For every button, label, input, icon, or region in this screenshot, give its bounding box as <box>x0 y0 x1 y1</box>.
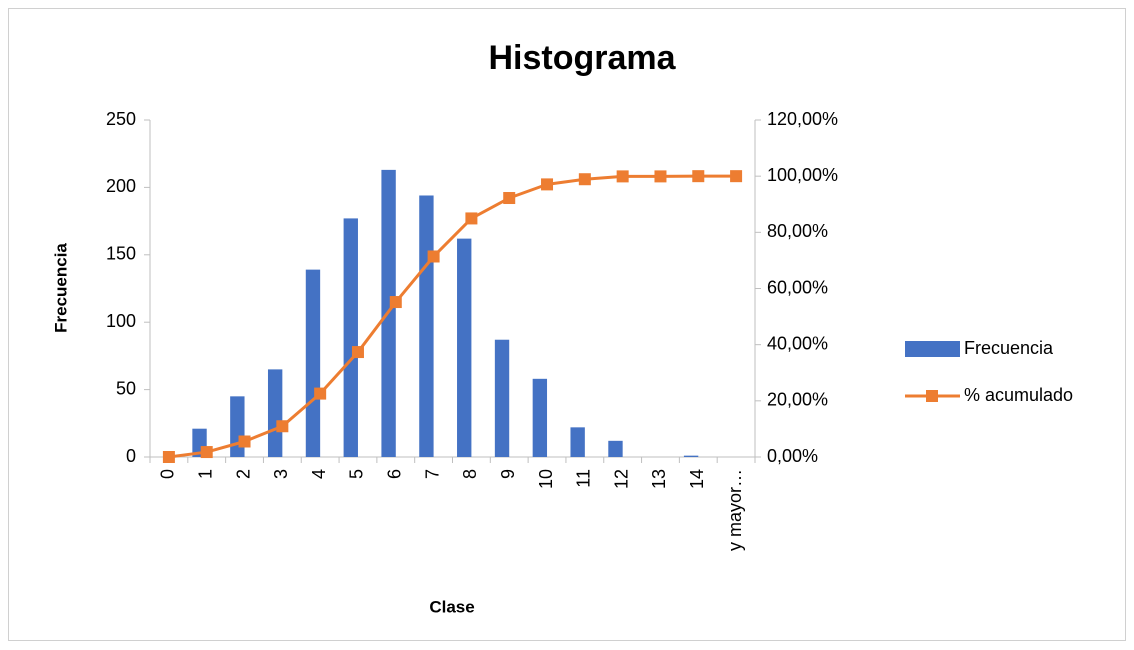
x-tick-label: 5 <box>347 469 367 479</box>
bar <box>305 269 321 457</box>
line-marker <box>654 170 667 183</box>
y2-tick-label: 100,00% <box>767 165 838 185</box>
x-tick-label: 9 <box>498 469 518 479</box>
x-tick-label: 12 <box>611 469 631 489</box>
legend-swatch-marker <box>926 390 938 402</box>
line-marker <box>162 451 175 463</box>
y2-tick-label: 60,00% <box>767 277 828 297</box>
bar <box>494 339 510 457</box>
chart-border <box>8 8 1126 641</box>
bar <box>267 369 283 457</box>
legend-label: Frecuencia <box>964 338 1054 358</box>
line-marker <box>314 387 327 400</box>
line <box>168 174 737 459</box>
bar <box>532 378 548 457</box>
x-tick-label: 1 <box>195 469 215 479</box>
y2-tick-label: 40,00% <box>767 333 828 353</box>
x-tick-label: 4 <box>309 469 329 479</box>
line-marker <box>427 250 440 263</box>
line-marker <box>389 296 402 309</box>
bar <box>419 195 434 457</box>
line-marker <box>465 212 478 225</box>
line-marker <box>578 173 591 186</box>
bar <box>343 218 358 457</box>
x-tick-label: 8 <box>460 469 480 479</box>
y2-tick-label: 80,00% <box>767 221 828 241</box>
legend-label: % acumulado <box>964 385 1073 405</box>
y-tick-label: 250 <box>106 109 136 129</box>
bar <box>457 238 472 457</box>
line-marker <box>276 420 289 433</box>
line-marker <box>503 192 516 205</box>
x-tick-label: 7 <box>422 469 442 479</box>
y-tick-label: 150 <box>106 244 136 264</box>
chart-title: Histograma <box>488 39 676 77</box>
y2-tick-label: 0,00% <box>767 446 818 466</box>
line-marker <box>238 435 251 448</box>
y-tick-label: 50 <box>116 378 136 398</box>
x-tick-label: 6 <box>385 469 405 479</box>
y-tick-label: 0 <box>126 446 136 466</box>
line-marker <box>616 170 629 183</box>
x-tick-label: 0 <box>158 469 178 479</box>
x-tick-label: 2 <box>233 469 253 479</box>
y2-tick-label: 120,00% <box>767 109 838 129</box>
bar <box>570 427 585 457</box>
line-marker <box>692 170 705 183</box>
x-tick-label: 14 <box>687 469 707 489</box>
x-tick-label: 10 <box>536 469 556 489</box>
bar <box>608 440 623 457</box>
legend-swatch <box>905 341 960 357</box>
bar <box>230 396 245 457</box>
x-tick-label: y mayor… <box>725 469 745 551</box>
y-tick-label: 200 <box>106 176 136 196</box>
x-tick-label: 11 <box>574 469 594 488</box>
y2-tick-label: 20,00% <box>767 390 828 410</box>
bar <box>683 455 699 457</box>
x-axis-title: Clase <box>429 597 474 616</box>
line-marker <box>351 346 364 359</box>
x-tick-label: 3 <box>271 469 291 479</box>
y-axis-title: Frecuencia <box>51 243 70 333</box>
line-marker <box>541 178 554 191</box>
line-marker <box>200 446 213 459</box>
y-tick-label: 100 <box>106 311 136 331</box>
x-tick-label: 13 <box>649 469 669 489</box>
line-marker <box>730 170 743 183</box>
